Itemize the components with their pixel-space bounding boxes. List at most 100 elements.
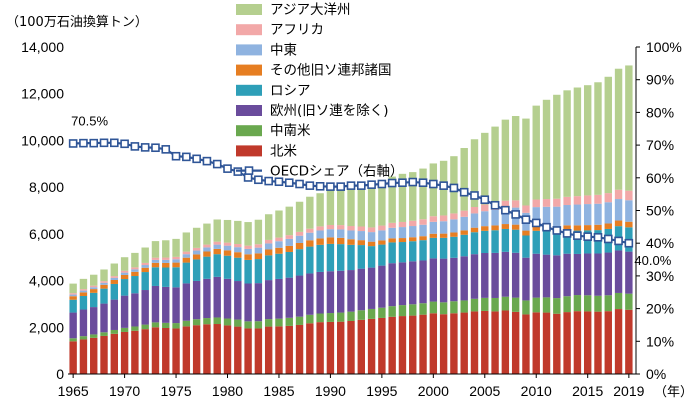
y2-tick-label: 50% (646, 203, 674, 219)
bar-segment-2-2008 (511, 252, 520, 298)
y2-tick-label: 10% (646, 333, 674, 349)
y2-tick-label: 40% (646, 235, 674, 251)
legend-label-5: 欧州(旧ソ連を除く) (270, 103, 389, 119)
bar-segment-2-1969 (110, 299, 119, 330)
bar-segment-7-1969 (110, 263, 119, 277)
bar-segment-0-1995 (378, 317, 386, 374)
y2-tick-label: 100% (646, 39, 682, 55)
bar-segment-4-1985 (275, 247, 283, 254)
legend-label-7: 北米 (270, 143, 297, 159)
bar-segment-0-1968 (100, 335, 108, 374)
y-tick-label: 10,000 (21, 132, 64, 148)
bar-segment-5-1995 (378, 230, 386, 241)
bar-segment-2-1992 (347, 270, 355, 312)
oecd-share-point-1966 (79, 138, 88, 148)
legend-label-3: その他旧ソ連邦諸国 (270, 63, 392, 79)
bar-segment-0-1969 (110, 333, 119, 374)
bar-segment-3-1984 (264, 255, 273, 281)
x-tick-label: 2015 (572, 383, 603, 399)
bar-segment-0-1975 (172, 328, 180, 374)
legend-swatch-1 (236, 24, 262, 36)
bar-segment-5-1977 (192, 250, 201, 255)
bar-segment-3-1968 (100, 288, 108, 304)
bar-segment-0-2012 (553, 313, 561, 374)
bar-segment-7-2003 (460, 148, 468, 211)
oecd-share-point-1971 (130, 142, 140, 151)
legend-swatch-5 (236, 105, 262, 116)
bar-segment-5-2006 (491, 209, 499, 226)
bar-segment-3-1988 (306, 246, 314, 274)
bar-segment-4-1999 (419, 236, 427, 241)
bar-segment-2-1973 (151, 285, 160, 323)
bar-segment-3-1981 (234, 257, 242, 282)
bar-segment-0-2013 (563, 312, 571, 374)
bar-segment-3-1966 (79, 295, 88, 310)
bar-segment-3-1996 (388, 242, 396, 264)
bar-segment-0-2003 (460, 312, 468, 374)
bar-segment-7-1983 (254, 219, 263, 245)
legend-label-4: ロシア (270, 83, 311, 99)
bar-segment-0-1998 (409, 315, 417, 374)
bar-segment-3-2004 (470, 232, 479, 255)
bar-segment-0-2018 (614, 309, 623, 374)
bar-segment-0-1974 (162, 327, 170, 374)
bar-segment-3-2011 (542, 231, 551, 255)
bar-segment-0-1980 (223, 325, 232, 374)
bar-segment-5-1965 (69, 294, 77, 297)
y2-tick-label: 90% (646, 72, 674, 88)
bar-segment-7-2000 (429, 163, 438, 217)
bar-segment-2-2012 (553, 255, 561, 299)
bar-segment-4-1983 (254, 253, 263, 260)
bar-segment-4-2004 (470, 227, 479, 233)
bar-segment-1-1968 (100, 332, 108, 336)
bar-segment-6-2004 (470, 207, 479, 214)
bar-segment-5-1999 (419, 224, 427, 237)
bar-segment-6-1998 (409, 220, 417, 227)
bar-segment-3-1991 (337, 244, 345, 271)
bar-segment-6-2012 (553, 198, 561, 207)
bar-segment-2-1978 (203, 278, 211, 319)
bar-segment-6-1968 (100, 281, 108, 283)
bar-segment-0-1992 (347, 320, 355, 374)
bar-segment-3-1989 (316, 244, 324, 272)
bar-segment-1-2016 (594, 295, 602, 312)
bar-segment-7-1990 (326, 190, 335, 225)
bar-segment-0-1999 (419, 314, 427, 374)
bar-segment-1-1998 (409, 304, 417, 316)
bar-segment-1-1993 (357, 310, 365, 320)
bar-segment-2-1982 (244, 283, 252, 322)
bar-segment-1-2003 (460, 300, 468, 313)
bar-segment-3-2013 (563, 230, 571, 254)
bar-segment-1-1991 (337, 312, 345, 322)
bar-segment-2-1993 (357, 268, 365, 311)
bar-segment-7-2007 (501, 119, 510, 201)
bar-segment-0-1972 (141, 329, 149, 374)
bar-segment-2-2010 (532, 253, 540, 298)
bar-segment-4-1974 (162, 262, 170, 268)
bar-segment-5-1978 (203, 247, 211, 252)
bar-segment-7-1978 (203, 223, 211, 245)
bar-segment-4-2005 (481, 226, 489, 231)
bar-segment-3-2005 (481, 230, 489, 254)
bar-segment-7-1992 (347, 188, 355, 227)
bar-segment-5-1982 (244, 248, 252, 255)
bar-segment-5-1988 (306, 232, 314, 241)
bar-segment-6-1980 (223, 242, 232, 246)
bar-segment-7-1984 (264, 214, 273, 240)
legend-line-marker (244, 166, 254, 175)
bar-segment-0-2002 (450, 313, 458, 374)
bar-segment-2-1994 (367, 267, 376, 309)
bar-segment-7-2017 (604, 76, 612, 194)
bar-segment-7-2011 (542, 99, 551, 200)
oecd-share-point-2010 (531, 218, 541, 228)
bar-segment-2-1981 (234, 281, 242, 320)
bar-segment-4-1975 (172, 262, 180, 268)
bar-segment-1-1972 (141, 324, 149, 330)
bar-segment-5-2001 (439, 221, 448, 234)
bar-segment-7-2006 (491, 126, 499, 203)
oecd-share-point-1969 (110, 138, 119, 148)
bar-segment-0-1984 (264, 326, 273, 374)
bar-segment-2-2003 (460, 256, 468, 301)
bar-segment-3-1992 (347, 244, 355, 271)
bar-segment-3-1970 (120, 279, 129, 296)
